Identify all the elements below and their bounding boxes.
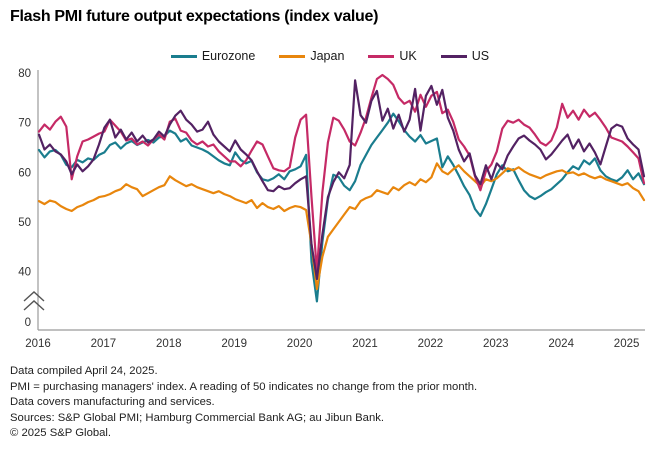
x-tick-label: 2021 [352, 338, 378, 350]
x-tick-label: 2019 [221, 338, 247, 350]
x-tick-label: 2022 [418, 338, 444, 350]
x-tick-label: 2018 [156, 338, 182, 350]
legend-item-eurozone: Eurozone [170, 49, 256, 63]
footnote-definition: PMI = purchasing managers' index. A read… [10, 380, 478, 393]
legend-swatch-eurozone [170, 54, 197, 58]
series-line-us [37, 79, 646, 281]
legend-label: US [471, 49, 490, 63]
x-tick-label: 2017 [91, 338, 117, 350]
legend-item-us: US [440, 49, 490, 63]
legend-swatch-uk [368, 54, 395, 58]
chart-title: Flash PMI future output expectations (in… [10, 8, 379, 25]
legend-swatch-japan [279, 54, 306, 58]
legend-label: Japan [310, 49, 345, 63]
pmi-line-chart: 80 70 60 50 40 0 2016 2017 2018 2019 2020 2021 2022 2… [18, 68, 646, 350]
footnote-sources: Sources: S&P Global PMI; Hamburg Commerc… [10, 411, 385, 424]
y-tick-label: 60 [18, 167, 31, 179]
x-tick-label: 2016 [25, 338, 51, 350]
legend-swatch-us [440, 54, 467, 58]
series-line-eurozone [37, 112, 646, 303]
x-tick-label: 2024 [548, 338, 574, 350]
footnotes: Data compiled April 24, 2025. PMI = purc… [10, 364, 655, 442]
legend-item-uk: UK [368, 49, 417, 63]
legend-label: Eurozone [201, 49, 256, 63]
series-line-japan [37, 162, 646, 291]
legend-label: UK [399, 49, 417, 63]
footnote-compiled: Data compiled April 24, 2025. [10, 365, 158, 377]
y-tick-label: 0 [25, 317, 31, 329]
footnote-copyright: © 2025 S&P Global. [10, 427, 112, 440]
x-tick-label: 2025 [614, 338, 640, 350]
y-tick-label: 80 [18, 68, 31, 80]
axis-break-mark [23, 300, 45, 311]
y-tick-label: 40 [18, 267, 31, 279]
footnote-coverage: Data covers manufacturing and services. [10, 396, 215, 409]
series-line-uk [37, 73, 646, 273]
legend-item-japan: Japan [279, 49, 344, 63]
y-tick-label: 50 [18, 217, 31, 229]
axis-break-mark [23, 291, 45, 302]
y-tick-label: 70 [18, 118, 31, 130]
x-tick-label: 2020 [287, 338, 313, 350]
legend: Eurozone Japan UK US [0, 49, 660, 63]
x-tick-label: 2023 [483, 338, 509, 350]
